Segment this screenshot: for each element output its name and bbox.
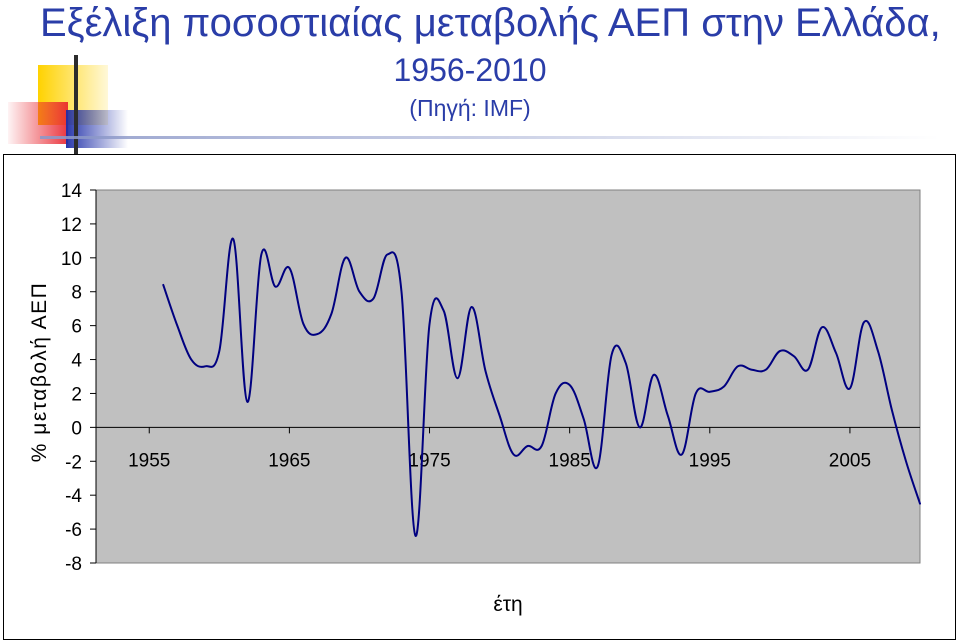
series-line xyxy=(162,238,921,537)
y-tick-label: 10 xyxy=(61,249,82,270)
y-tick-label: -2 xyxy=(65,452,82,473)
x-tick-label: 1975 xyxy=(408,450,450,471)
x-tick-label: 1985 xyxy=(549,450,591,471)
y-tick-label: -6 xyxy=(65,520,82,541)
y-axis-title: % μεταβολή ΑΕΠ xyxy=(28,282,51,463)
slide-source: (Πηγή: IMF) xyxy=(409,95,531,121)
y-axis: 14 12 10 8 6 4 2 0 -2 -4 -6 -8 xyxy=(61,181,97,575)
deco-horizontal-line xyxy=(40,136,940,139)
y-tick-label: 8 xyxy=(71,283,82,304)
x-tick-label: 1955 xyxy=(128,450,170,471)
x-tick-label: 2005 xyxy=(829,450,871,471)
slide-title: Εξέλιξη ποσοστιαίας μεταβολής ΑΕΠ στην Ε… xyxy=(40,1,941,45)
y-tick-label: 6 xyxy=(71,317,82,338)
y-tick-label: 4 xyxy=(71,351,82,372)
x-tick-label: 1995 xyxy=(689,450,731,471)
x-axis-title: έτη xyxy=(493,593,522,616)
x-axis: 1955 1965 1975 1985 1995 2005 xyxy=(96,426,920,471)
y-tick-label: -8 xyxy=(65,554,82,575)
deco-vertical-bar xyxy=(74,55,78,155)
y-tick-label: 12 xyxy=(61,215,82,236)
y-tick-label: 14 xyxy=(61,181,83,202)
y-tick-label: -4 xyxy=(65,486,82,507)
series-layer xyxy=(162,238,921,537)
x-tick-label: 1965 xyxy=(268,450,310,471)
y-tick-label: 2 xyxy=(71,384,82,405)
slide-decoration xyxy=(8,55,940,155)
slide-subtitle: 1956-2010 xyxy=(393,52,547,88)
y-tick-label: 0 xyxy=(71,418,82,439)
plot-area xyxy=(95,189,921,564)
